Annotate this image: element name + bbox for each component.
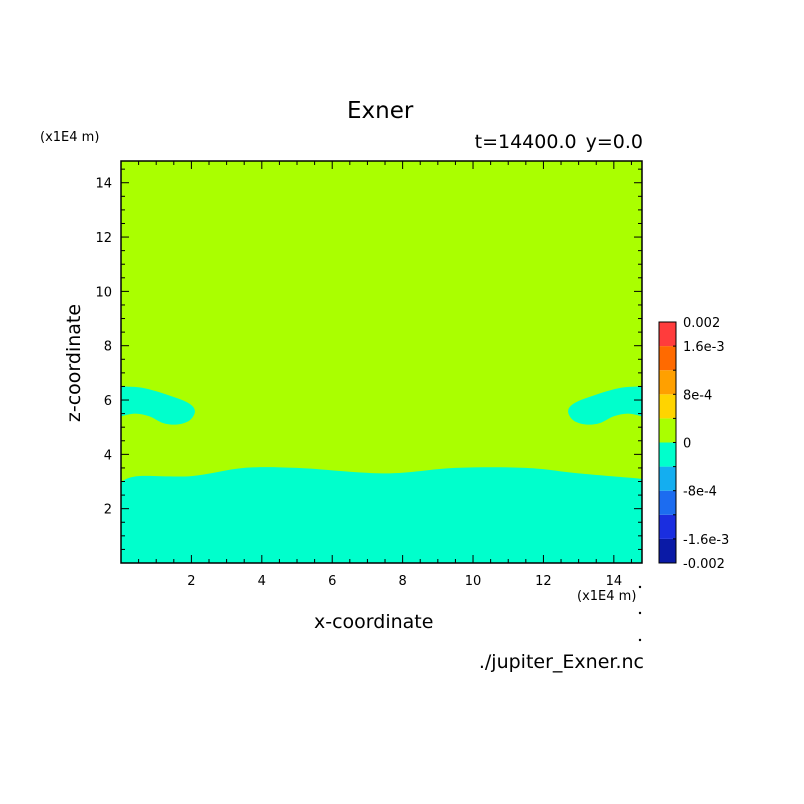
colorbar-tick-label: -0.002: [683, 557, 725, 572]
x-tick-label: 10: [465, 574, 482, 589]
colorbar-tick-label: -1.6e-3: [683, 533, 729, 548]
region-right-blob: [568, 386, 642, 425]
x-tick-label: 2: [187, 574, 195, 589]
corner-dot: [638, 585, 642, 589]
colorbar-swatch: [659, 490, 676, 515]
y-tick-label: 14: [95, 177, 112, 192]
corner-dot: [638, 611, 642, 615]
colorbar-tick-label: 8e-4: [683, 388, 712, 403]
plot-border: [120, 160, 643, 564]
colorbar-tick-label: 1.6e-3: [683, 340, 725, 355]
x-axis-label: x-coordinate: [314, 611, 434, 633]
x-tick-label: 14: [606, 574, 623, 589]
region-lower: [121, 467, 642, 563]
plot-frame: [120, 160, 643, 564]
colorbar-swatch: [659, 370, 676, 395]
y-tick-label: 4: [104, 448, 112, 463]
colorbar-swatch: [659, 442, 676, 467]
colorbar: 0.002 1.6e-3 8e-4 0 -8e-4 -1.6e-3 -0.002: [658, 316, 729, 572]
y-axis-ticks: 2 4 6 8 10 12 14: [95, 168, 642, 550]
colorbar-swatch: [659, 514, 676, 539]
y-tick-label: 12: [95, 231, 112, 246]
chart-title: Exner: [347, 98, 414, 124]
corner-dot: [638, 638, 642, 642]
colorbar-tick-label: -8e-4: [683, 485, 717, 500]
y-tick-label: 2: [104, 503, 112, 518]
contour-fills: [121, 161, 642, 563]
colorbar-swatch: [659, 394, 676, 419]
colorbar-swatch: [659, 466, 676, 491]
y-axis-label: z-coordinate: [63, 303, 85, 423]
chart-subtitle: t=14400.0 y=0.0: [474, 131, 643, 153]
y-tick-label: 8: [104, 340, 112, 355]
colorbar-swatch: [659, 538, 676, 563]
x-axis-ticks: 2 4 6 8 10 12 14: [138, 161, 632, 589]
x-unit-label: (x1E4 m): [577, 589, 637, 604]
y-tick-label: 10: [95, 285, 112, 300]
colorbar-tick-label: 0: [683, 437, 691, 452]
corner-marks: [638, 585, 642, 642]
y-tick-label: 6: [104, 394, 112, 409]
colorbar-swatch: [659, 322, 676, 347]
x-tick-label: 12: [535, 574, 552, 589]
y-unit-label: (x1E4 m): [40, 130, 100, 145]
x-tick-label: 8: [398, 574, 406, 589]
x-tick-label: 4: [258, 574, 266, 589]
x-tick-label: 6: [328, 574, 336, 589]
source-file-label: ./jupiter_Exner.nc: [478, 651, 644, 673]
region-left-blob: [121, 386, 195, 425]
colorbar-swatch: [659, 346, 676, 371]
colorbar-swatch: [659, 418, 676, 443]
colorbar-tick-label: 0.002: [683, 316, 720, 331]
